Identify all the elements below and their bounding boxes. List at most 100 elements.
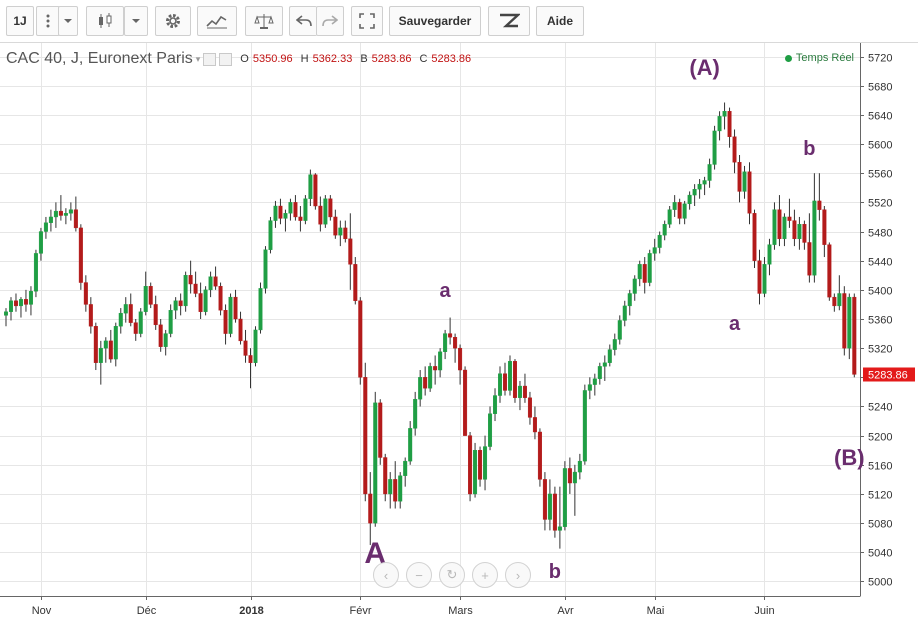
- zoom-in-button[interactable]: +: [472, 562, 498, 588]
- candle: [722, 102, 727, 130]
- candle: [348, 213, 353, 290]
- candle: [637, 260, 642, 287]
- scroll-right-button[interactable]: ›: [505, 562, 531, 588]
- candle: [148, 282, 153, 309]
- fullscreen-icon[interactable]: [351, 6, 383, 36]
- indicators-icon[interactable]: [197, 6, 237, 36]
- candle: [692, 184, 697, 207]
- candle: [537, 428, 542, 487]
- candle-body: [423, 377, 428, 389]
- candle-body: [707, 164, 712, 181]
- candle-body: [83, 282, 88, 305]
- close-icon[interactable]: [219, 52, 233, 66]
- candle: [343, 220, 348, 243]
- settings-icon[interactable]: [203, 52, 217, 66]
- candle: [453, 333, 458, 363]
- close-value: 5283.86: [431, 53, 472, 65]
- chart-grid: [0, 42, 860, 596]
- candle: [752, 209, 757, 268]
- candle: [193, 271, 198, 298]
- candle: [368, 472, 373, 545]
- help-button[interactable]: Aide: [536, 6, 584, 36]
- chevron-down-icon[interactable]: ▾: [195, 53, 201, 64]
- x-tick-label: Nov: [32, 605, 52, 617]
- y-tick-label: 5720: [868, 53, 892, 65]
- save-button[interactable]: Sauvegarder: [389, 6, 481, 36]
- candle: [303, 195, 308, 225]
- candle-body: [363, 377, 368, 495]
- candle-body: [268, 220, 273, 250]
- chevron-down-icon[interactable]: [124, 6, 148, 36]
- candle: [383, 453, 388, 502]
- candle-body: [722, 111, 727, 117]
- candle-series: [3, 102, 857, 549]
- y-tick-label: 5480: [868, 228, 892, 240]
- candle-body: [627, 293, 632, 307]
- candle-body: [218, 285, 223, 311]
- candle: [53, 202, 58, 228]
- interval-button[interactable]: 1J: [6, 6, 34, 36]
- candle: [832, 293, 837, 312]
- candle: [408, 421, 413, 465]
- y-tick-label: 5320: [868, 344, 892, 356]
- candle-body: [807, 242, 812, 276]
- candle-body: [727, 111, 732, 137]
- y-tick-label: 5520: [868, 198, 892, 210]
- wave-label: (A): [689, 55, 720, 80]
- candle: [458, 344, 463, 385]
- x-tick-label: Mai: [647, 605, 665, 617]
- candle-body: [503, 373, 508, 391]
- reset-chart-button[interactable]: ↻: [439, 562, 465, 588]
- candle-body: [458, 347, 463, 371]
- candle: [642, 257, 647, 294]
- gear-icon[interactable]: [155, 6, 191, 36]
- symbol-title[interactable]: CAC 40, J, Euronext Paris: [6, 50, 193, 67]
- candle: [717, 111, 722, 141]
- candle-body: [512, 361, 517, 398]
- candle: [138, 308, 143, 338]
- candle: [63, 208, 68, 225]
- candle-body: [33, 253, 38, 292]
- candle-body: [143, 285, 148, 312]
- candle-body: [737, 162, 742, 192]
- candle-body: [697, 183, 702, 190]
- candle: [298, 206, 303, 232]
- zoom-out-button[interactable]: −: [406, 562, 432, 588]
- candle-body: [203, 289, 208, 312]
- scroll-left-button[interactable]: ‹: [373, 562, 399, 588]
- candle: [13, 293, 18, 312]
- candle-body: [532, 417, 537, 433]
- candle-body: [258, 288, 263, 331]
- candle: [223, 304, 228, 345]
- candle: [328, 195, 333, 221]
- candle: [203, 286, 208, 316]
- candle: [388, 472, 393, 509]
- candle-body: [493, 395, 498, 414]
- candle-body: [772, 209, 777, 245]
- candle-body: [133, 322, 138, 334]
- candle: [428, 362, 433, 392]
- candle: [248, 348, 253, 389]
- compare-scale-icon[interactable]: [245, 6, 283, 36]
- more-vertical-icon[interactable]: [36, 6, 60, 36]
- candle: [23, 289, 28, 312]
- candle: [48, 209, 53, 232]
- candle: [522, 373, 527, 403]
- candle: [58, 195, 63, 221]
- candle-body: [473, 450, 478, 495]
- redo-icon[interactable]: [316, 6, 344, 36]
- publish-icon[interactable]: [488, 6, 530, 36]
- candle: [702, 176, 707, 196]
- undo-icon[interactable]: [289, 6, 317, 36]
- y-axis[interactable]: 5000504050805120516052005240528053205360…: [860, 42, 892, 596]
- candle-body: [797, 224, 802, 240]
- chevron-down-icon[interactable]: [58, 6, 78, 36]
- candlestick-icon[interactable]: [86, 6, 124, 36]
- candle-body: [13, 300, 18, 307]
- candle: [597, 362, 602, 385]
- candle: [797, 216, 802, 250]
- candle: [123, 297, 128, 323]
- candle-body: [517, 385, 522, 398]
- candle-body: [712, 130, 717, 165]
